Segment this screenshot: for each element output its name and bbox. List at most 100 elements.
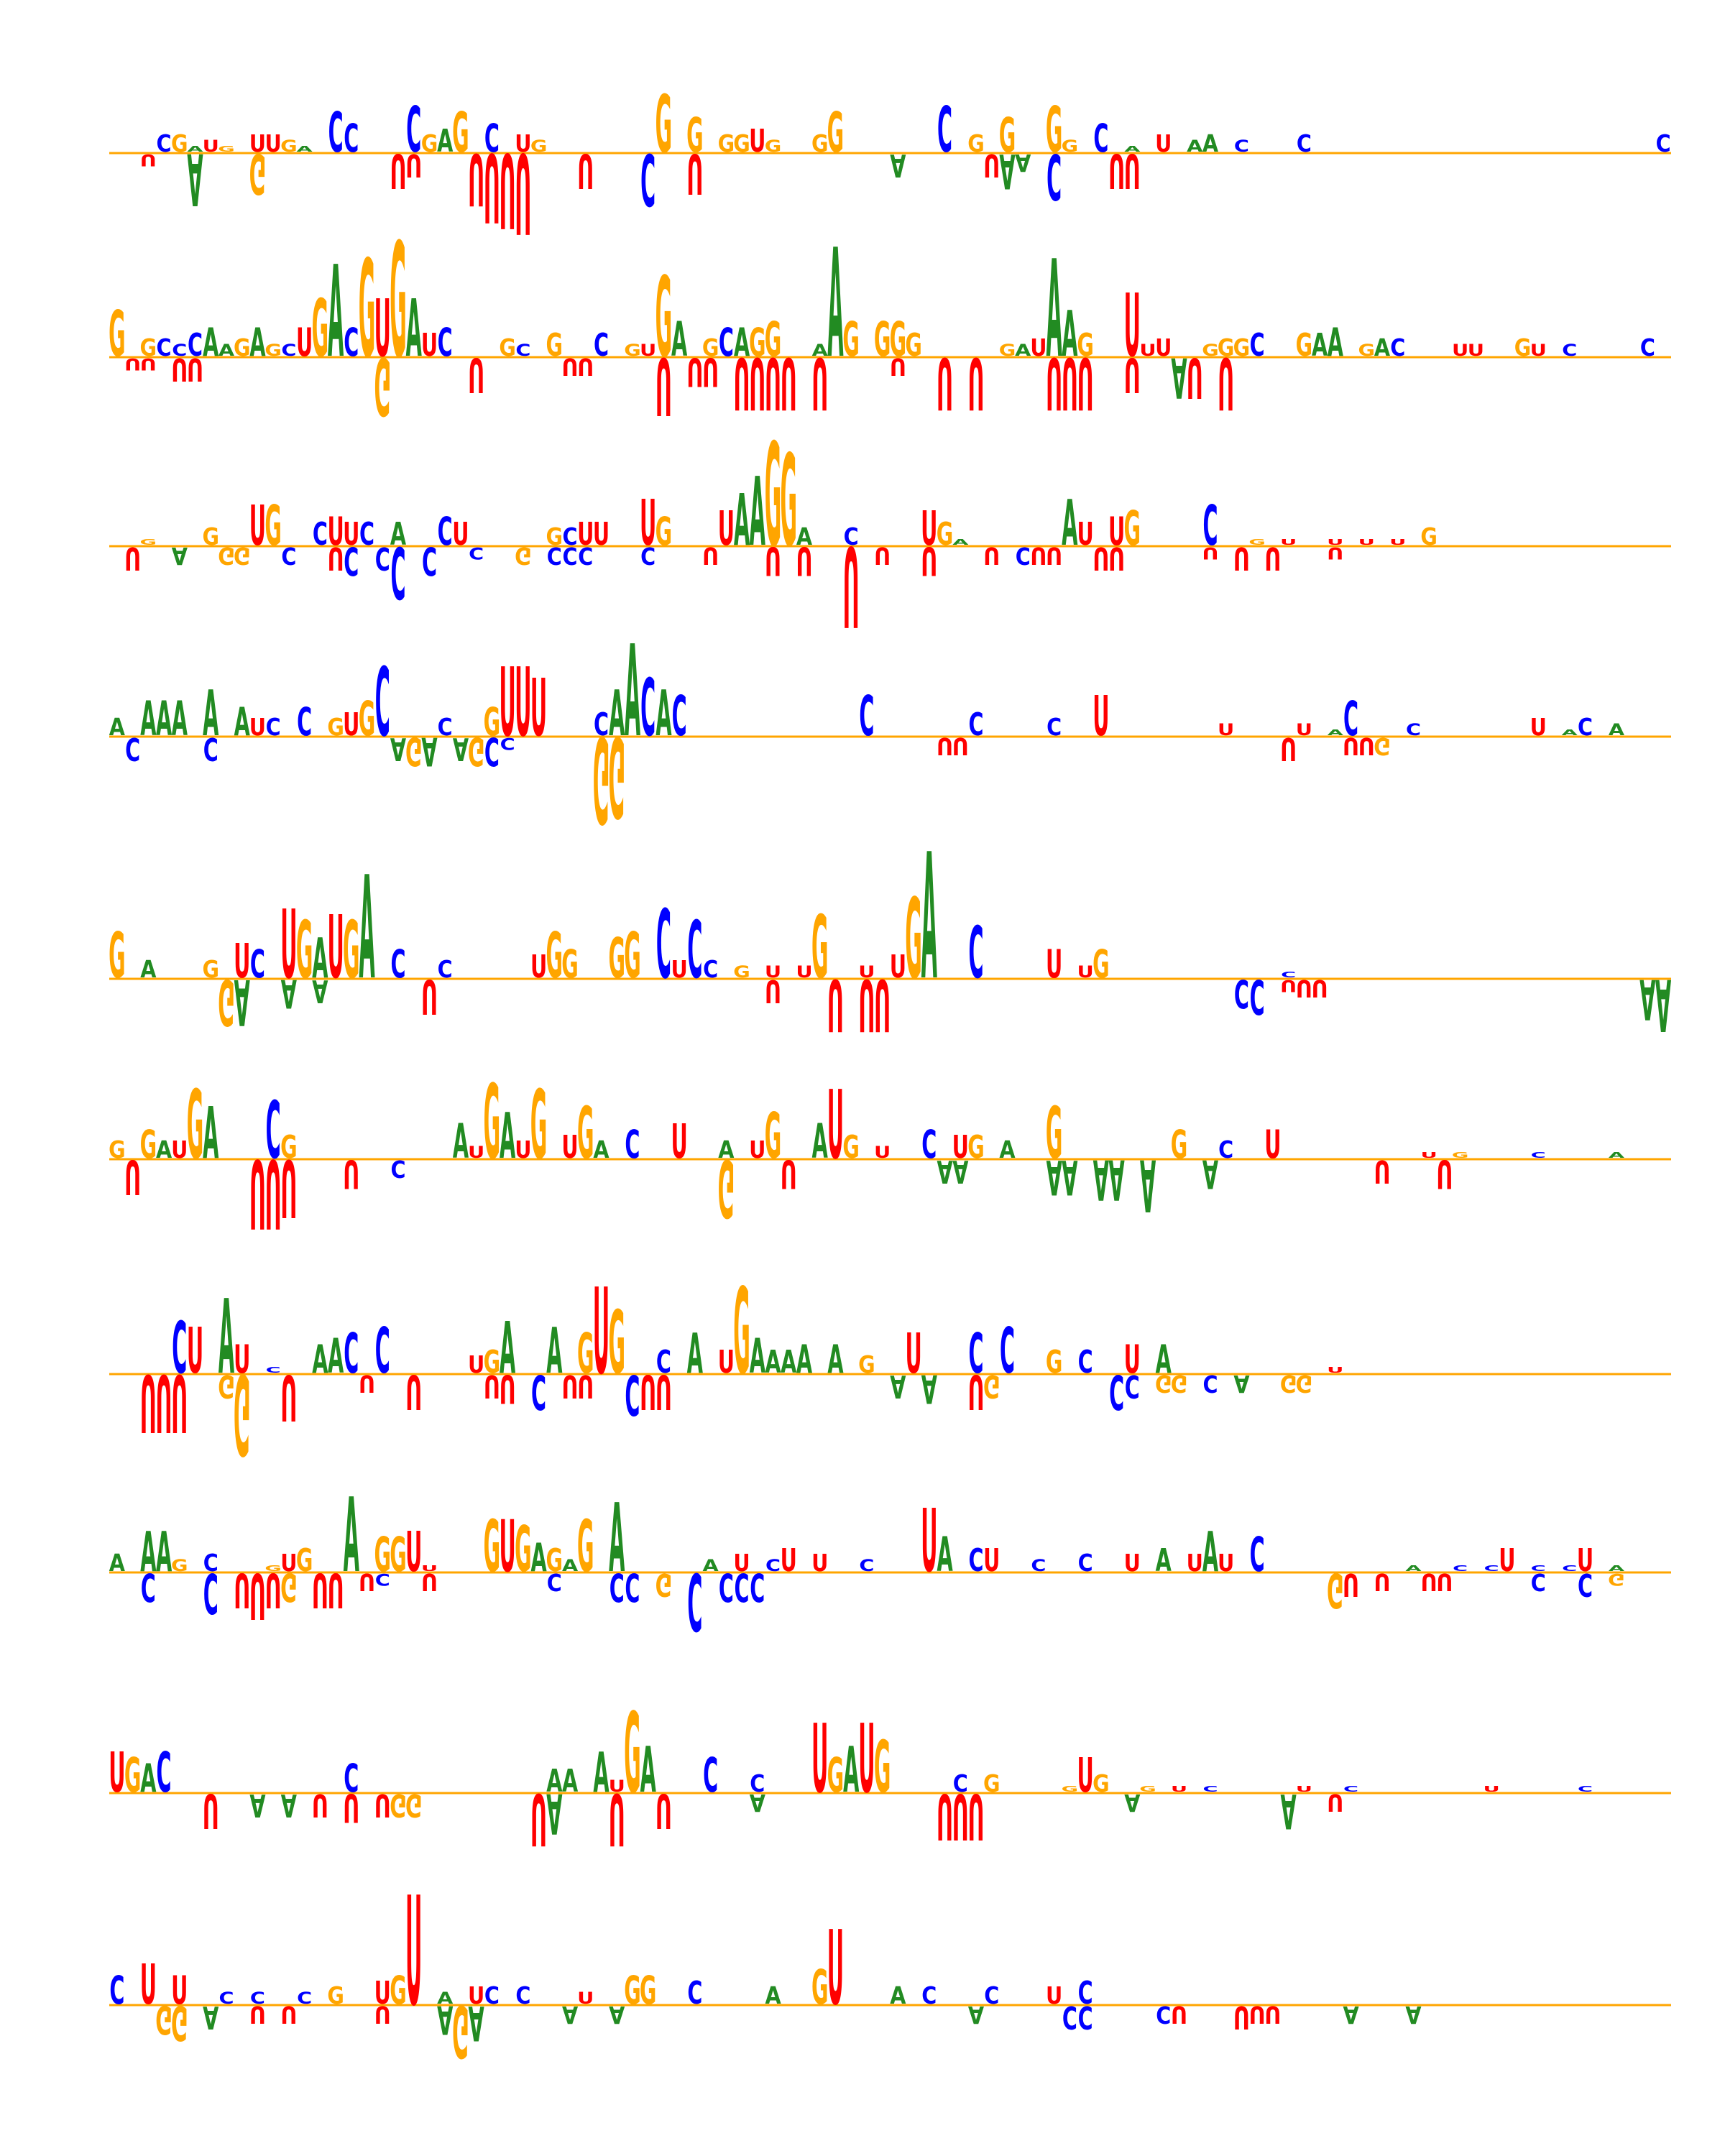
logo-letter-C-row10-down-pos63: C — [1078, 1999, 1093, 2035]
logo-letter-U-row5-down-pos77: U — [1296, 974, 1312, 1001]
logo-letter-C-row3-down-pos59: C — [1016, 541, 1031, 568]
logo-letter-U-row8-down-pos14: U — [312, 1562, 328, 1617]
logo-letter-U-row9-down-pos54: U — [937, 1779, 953, 1852]
logo-letter-G-row1-up-pos58: G — [999, 108, 1016, 162]
logo-letter-G-row3-up-pos85: G — [1420, 523, 1438, 550]
logo-letter-U-row9-down-pos16: U — [343, 1784, 359, 1830]
logo-letter-U-row7-down-pos26: U — [499, 1365, 515, 1411]
logo-letter-U-row10-down-pos10: U — [249, 2000, 266, 2027]
logo-letter-U-row8-down-pos80: U — [1343, 1566, 1359, 1603]
logo-letter-G-row3-up-pos11: G — [264, 493, 282, 558]
logo-letter-A-row7-up-pos44: A — [781, 1344, 796, 1381]
logo-letter-C-row6-up-pos53: C — [921, 1122, 937, 1168]
logo-letter-U-row3-up-pos53: U — [921, 501, 937, 556]
logo-letter-U-row8-up-pos53: U — [921, 1491, 937, 1592]
logo-letter-G-row10-up-pos46: G — [811, 1960, 829, 2014]
logo-letter-C-row1-up-pos64: C — [1093, 116, 1108, 162]
logo-letter-U-row3-up-pos65: U — [1108, 509, 1125, 555]
logo-letter-U-row2-down-pos41: U — [733, 341, 750, 423]
logo-letter-A-row4-up-pos36: A — [656, 677, 671, 750]
logo-letter-A-row7-up-pos38: A — [687, 1321, 703, 1386]
logo-letter-U-row6-up-pos55: U — [952, 1129, 969, 1166]
logo-letter-U-row6-up-pos75: U — [1264, 1122, 1281, 1168]
logo-letter-G-row5-up-pos34: G — [624, 919, 641, 992]
logo-letter-G-row10-down-pos5: G — [171, 1995, 188, 2050]
logo-letter-G-row2-down-pos18: G — [374, 340, 392, 431]
logo-letter-G-row7-up-pos31: G — [577, 1321, 594, 1386]
logo-letter-A-row2-up-pos10: A — [249, 320, 265, 366]
logo-letter-G-row4-up-pos17: G — [359, 691, 376, 746]
logo-letter-C-row6-up-pos92: C — [1531, 1151, 1546, 1160]
logo-letter-G-row6-down-pos40: G — [718, 1142, 735, 1233]
logo-letter-C-row9-up-pos16: C — [344, 1756, 359, 1802]
logo-letter-U-row8-down-pos15: U — [327, 1562, 344, 1617]
logo-letter-A-row2-up-pos62: A — [1062, 298, 1077, 371]
logo-letter-U-row7-down-pos31: U — [577, 1368, 594, 1404]
logo-letter-G-row9-up-pos64: G — [1092, 1770, 1110, 1797]
logo-letter-A-row4-up-pos79: A — [1328, 728, 1343, 737]
logo-letter-C-row2-up-pos22: C — [438, 320, 453, 366]
logo-letter-A-row2-up-pos41: A — [734, 320, 750, 366]
logo-letter-A-row6-up-pos7: A — [203, 1093, 218, 1175]
logo-letter-C-row4-up-pos84: C — [1406, 721, 1421, 740]
logo-letter-C-row8-down-pos41: C — [735, 1564, 750, 1610]
logo-letter-U-row2-down-pos61: U — [1046, 341, 1062, 423]
logo-letter-G-row8-up-pos5: G — [171, 1557, 188, 1575]
logo-letter-A-row5-up-pos14: A — [312, 926, 328, 990]
logo-letter-G-row7-up-pos61: G — [1046, 1344, 1063, 1381]
logo-letter-U-row2-down-pos44: U — [781, 341, 797, 423]
logo-letter-G-row5-up-pos52: G — [905, 877, 922, 1005]
logo-letter-G-row5-up-pos1: G — [109, 919, 126, 992]
logo-letter-C-row8-down-pos40: C — [719, 1564, 734, 1610]
logo-letter-U-row10-up-pos18: U — [374, 1975, 391, 2012]
logo-letter-G-row9-down-pos20: G — [405, 1787, 423, 1823]
logo-letter-G-row8-down-pos12: G — [280, 1564, 298, 1610]
logo-letter-G-row6-up-pos12: G — [280, 1129, 298, 1166]
logo-letter-A-row8-up-pos68: A — [1156, 1542, 1172, 1579]
logo-letter-U-row4-up-pos92: U — [1530, 714, 1547, 741]
logo-letter-A-row4-up-pos1: A — [109, 714, 125, 741]
logo-letter-C-row1-up-pos73: C — [1234, 137, 1249, 156]
logo-letter-G-row7-down-pos77: G — [1296, 1369, 1313, 1396]
logo-letter-C-row4-up-pos95: C — [1578, 714, 1593, 741]
logo-letter-A-row8-up-pos4: A — [156, 1519, 172, 1584]
logo-letter-G-row6-up-pos25: G — [484, 1064, 501, 1183]
logo-letter-G-row1-up-pos23: G — [452, 100, 469, 165]
logo-letter-A-row6-up-pos4: A — [156, 1136, 172, 1164]
logo-letter-A-row9-down-pos66: A — [1124, 1788, 1140, 1815]
logo-letter-G-row2-up-pos39: G — [702, 334, 719, 361]
logo-letter-U-row2-down-pos30: U — [561, 352, 578, 379]
logo-letter-U-row9-up-pos69: U — [1171, 1784, 1187, 1794]
logo-letter-U-row9-up-pos63: U — [1077, 1748, 1093, 1802]
logo-letter-U-row2-down-pos6: U — [187, 351, 203, 387]
logo-letter-A-row7-down-pos53: A — [921, 1365, 937, 1411]
logo-letter-A-row5-down-pos9: A — [234, 964, 250, 1038]
logo-letter-A-row1-up-pos6: A — [187, 144, 203, 154]
logo-letter-G-row10-up-pos34: G — [624, 1968, 641, 2014]
logo-letter-A-row10-down-pos7: A — [203, 1999, 218, 2035]
logo-letter-C-row8-down-pos38: C — [687, 1555, 702, 1646]
logo-letter-C-row10-up-pos57: C — [984, 1982, 999, 2009]
logo-letter-C-row4-down-pos26: C — [500, 734, 515, 752]
logo-letter-U-row10-down-pos18: U — [374, 2000, 391, 2027]
logo-letter-U-row6-up-pos27: U — [515, 1136, 531, 1164]
logo-letter-G-row4-up-pos25: G — [484, 699, 501, 745]
logo-letter-A-row7-up-pos47: A — [827, 1337, 843, 1383]
logo-letter-U-row8-up-pos66: U — [1124, 1549, 1141, 1577]
logo-letter-U-row4-up-pos27: U — [515, 649, 531, 758]
logo-letter-U-row4-up-pos28: U — [530, 663, 547, 754]
logo-letter-U-row6-down-pos86: U — [1436, 1151, 1453, 1197]
logo-letter-C-row2-up-pos16: C — [344, 320, 359, 366]
logo-letter-G-row1-up-pos36: G — [656, 79, 673, 170]
logo-letter-U-row3-down-pos57: U — [983, 541, 1000, 568]
logo-letter-U-row3-up-pos16: U — [343, 516, 359, 553]
logo-letter-A-row2-up-pos59: A — [1015, 341, 1031, 360]
logo-letter-U-row9-up-pos33: U — [609, 1777, 625, 1796]
logo-letter-A-row10-down-pos30: A — [562, 2000, 578, 2027]
logo-letter-C-row4-up-pos56: C — [968, 706, 983, 743]
logo-letter-C-row7-down-pos66: C — [1125, 1368, 1140, 1404]
logo-letter-A-row6-up-pos58: A — [999, 1136, 1015, 1164]
logo-letter-G-row3-up-pos3: G — [140, 538, 157, 547]
